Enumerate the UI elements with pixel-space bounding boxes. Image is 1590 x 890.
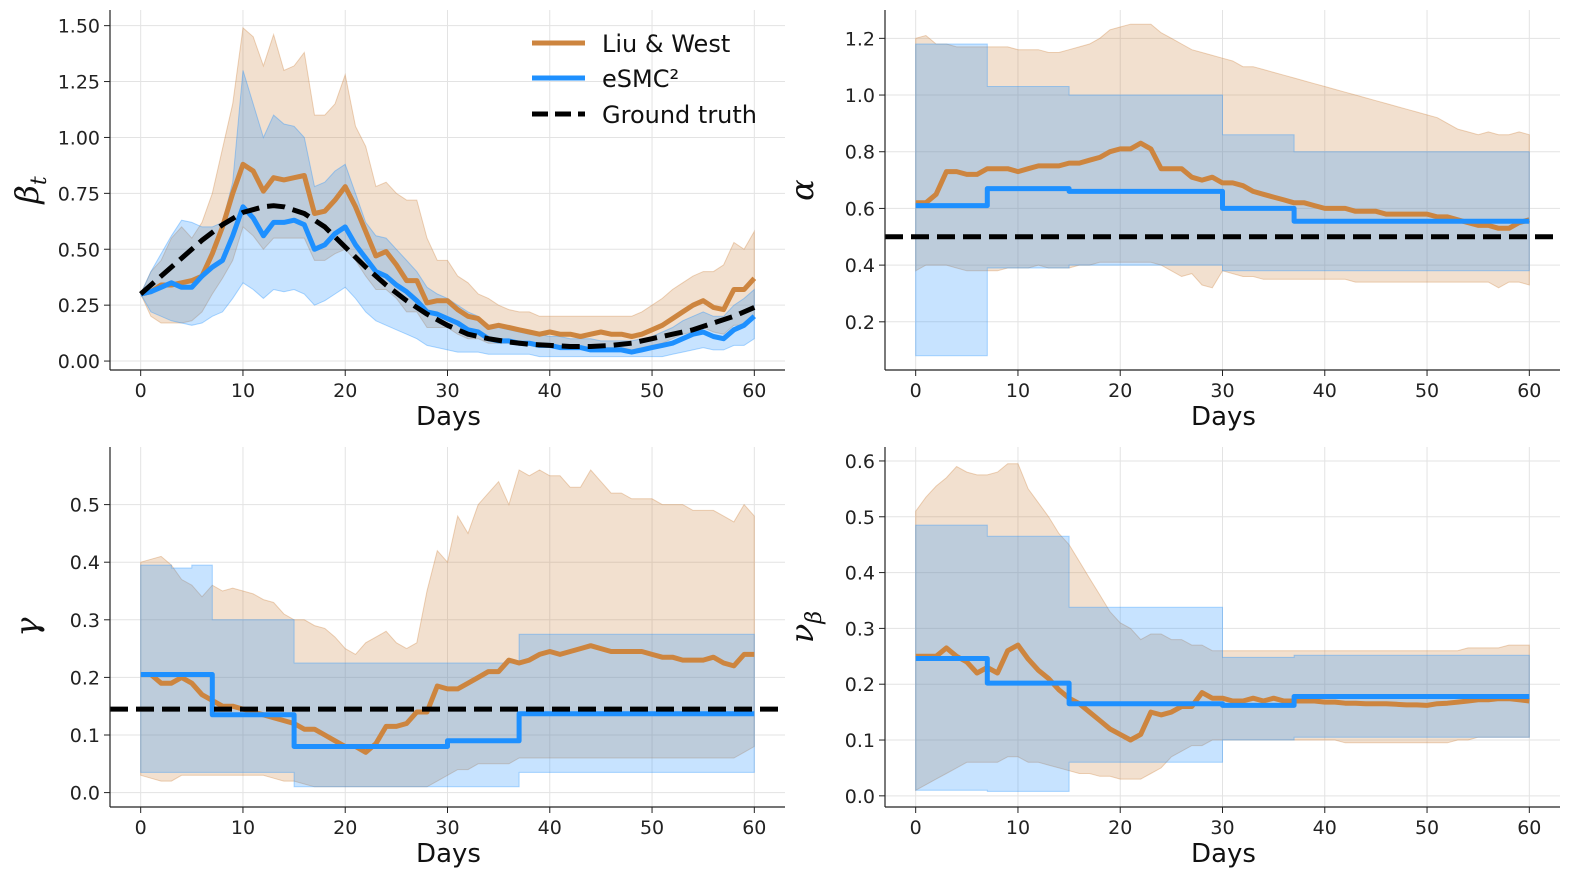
x-tick-label: 30 [1210,380,1234,402]
y-axis-label-subscript: β [802,611,827,625]
y-tick-label: 0.4 [70,552,100,574]
x-tick-label: 30 [435,380,459,402]
x-tick-label: 0 [910,817,922,839]
liu-west-line [915,642,1530,743]
y-tick-label: 1.50 [58,16,100,38]
y-tick-label: 0.2 [70,667,100,689]
x-tick-label: 0 [135,380,147,402]
x-tick-label: 20 [1108,817,1132,839]
y-tick-label: 0.1 [845,730,875,752]
legend-entry-liu-west: Liu & West [532,30,730,58]
x-tick-label: 20 [333,380,357,402]
y-axis-label: νβ [783,611,827,643]
x-tick-label: 10 [1006,817,1030,839]
x-tick-label: 40 [538,817,562,839]
plot-area [915,23,1530,357]
y-tick-label: 0.50 [58,239,100,261]
esmc2-line [140,204,756,355]
y-tick-label: 1.25 [58,72,100,94]
x-axis-label: Days [416,839,481,869]
esmc2-line [915,186,1530,224]
y-tick-label: 0.8 [845,142,875,164]
y-axis-label-main: α [783,179,821,201]
y-tick-label: 0.00 [58,351,100,373]
x-tick-label: 40 [1313,817,1337,839]
x-tick-label: 40 [538,380,562,402]
legend-label: eSMC² [602,65,679,93]
x-tick-label: 60 [742,817,766,839]
x-axis-label: Days [1191,402,1256,432]
plot-area [139,26,757,358]
x-tick-label: 60 [1517,817,1541,839]
x-tick-label: 20 [1108,380,1132,402]
legend: Liu & West eSMC² Ground truth [532,30,757,129]
y-tick-label: 0.2 [845,312,875,334]
x-tick-label: 50 [640,380,664,402]
ground-truth-line [139,203,756,349]
y-axis-label-main: ν [783,624,821,643]
x-tick-label: 50 [1415,817,1439,839]
y-tick-label: 0.5 [70,495,100,517]
x-tick-label: 60 [742,380,766,402]
esmc2-line [140,672,755,749]
liu-west-line [915,140,1530,231]
y-tick-label: 0.5 [845,507,875,529]
x-tick-label: 30 [435,817,459,839]
legend-entry-esmc2: eSMC² [532,65,679,93]
x-tick-label: 60 [1517,380,1541,402]
y-tick-label: 0.0 [845,786,875,808]
y-tick-label: 1.2 [845,28,875,50]
esmc2-line [915,656,1530,708]
panel-4: 0 10 20 30 40 50 60 0.0 0.1 0.2 0.3 0.4 0.5 0.6 Days νβ [783,447,1560,869]
y-tick-label: 0.4 [845,563,875,585]
y-axis-label-subscript: t [27,176,52,185]
x-axis-label: Days [1191,839,1256,869]
x-tick-label: 10 [1006,380,1030,402]
y-tick-label: 0.25 [58,295,100,317]
x-tick-label: 50 [1415,380,1439,402]
x-tick-label: 10 [231,817,255,839]
y-axis-label: γ [8,617,46,637]
liu-west-line [140,161,757,339]
panel-2: 0 10 20 30 40 50 60 0.2 0.4 0.6 0.8 1.0 1.2 Days α [783,10,1560,432]
y-tick-label: 0.1 [70,725,100,747]
y-tick-label: 0.6 [845,451,875,473]
x-tick-label: 40 [1313,380,1337,402]
esmc2-credible-band [140,70,755,358]
panel-1: 0 10 20 30 40 50 60 0.00 0.25 0.50 0.75 1.00 1.25 1.5… [8,10,785,432]
x-tick-label: 10 [231,380,255,402]
legend-label: Ground truth [602,101,757,129]
x-tick-label: 30 [1210,817,1234,839]
y-tick-label: 0.4 [845,255,875,277]
x-tick-label: 0 [910,380,922,402]
y-axis-label-main: γ [8,617,46,637]
legend-entry-ground-truth: Ground truth [532,101,757,129]
legend-label: Liu & West [602,30,730,58]
x-axis-label: Days [416,402,481,432]
y-tick-label: 0.0 [70,783,100,805]
y-tick-label: 0.3 [845,618,875,640]
liu-west-credible-band [915,463,1530,792]
y-tick-label: 0.3 [70,610,100,632]
esmc2-credible-band [915,524,1530,792]
y-axis-label: α [783,179,821,201]
panel-3: 0 10 20 30 40 50 60 0.0 0.1 0.2 0.3 0.4 0.5 Days γ [8,447,785,869]
x-tick-label: 0 [135,817,147,839]
y-tick-label: 1.00 [58,127,100,149]
x-tick-label: 50 [640,817,664,839]
plot-area [915,463,1530,792]
y-tick-label: 0.2 [845,674,875,696]
y-axis-label: βt [8,176,52,205]
y-tick-label: 0.6 [845,198,875,220]
y-axis-label-main: β [8,185,46,205]
y-tick-label: 1.0 [845,85,875,107]
y-tick-label: 0.75 [58,183,100,205]
x-tick-label: 20 [333,817,357,839]
